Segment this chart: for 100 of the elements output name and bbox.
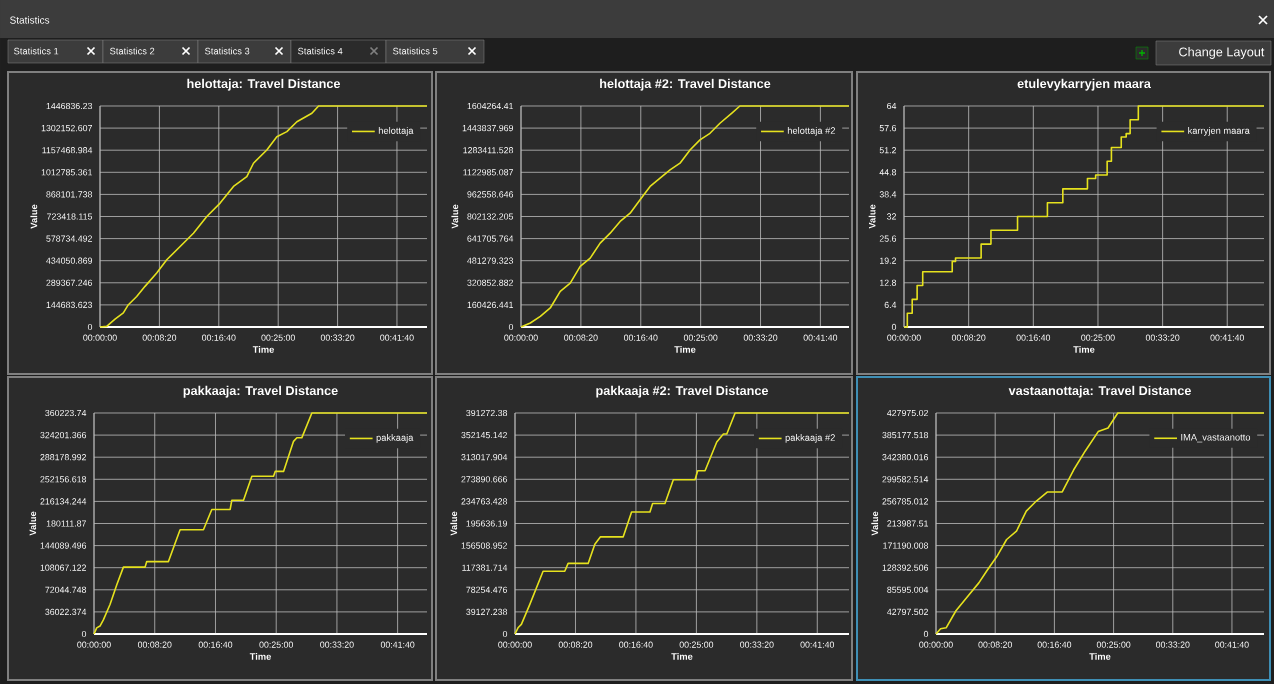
y-tick-label: 19.2 [879, 257, 897, 264]
y-axis-title: Value [871, 511, 879, 536]
y-tick-label: 12.8 [879, 279, 897, 286]
x-tick-label: 00:00:00 [919, 641, 953, 648]
x-tick-label: 00:33:20 [320, 334, 355, 341]
text: Statistics 1 [14, 47, 59, 55]
y-axis-title: Value [29, 511, 37, 536]
x-tick-label: 00:00:00 [887, 334, 921, 341]
x-tick-label: 00:25:00 [1096, 641, 1131, 648]
x-tick-label: 00:16:40 [198, 641, 233, 648]
y-tick-label: 313017.904 [461, 454, 508, 461]
x-tick-label: 00:41:40 [800, 641, 835, 648]
y-tick-label: 39127.238 [466, 608, 508, 616]
x-tick-label: 00:25:00 [679, 641, 714, 648]
y-tick-label: 0 [87, 323, 93, 331]
x-axis-title: Time [249, 652, 271, 660]
y-tick-label: 360223.74 [45, 409, 87, 417]
y-tick-label: 962558.646 [467, 191, 514, 198]
x-axis-title: Time [1073, 345, 1095, 353]
chart-title: pakkaaja: Travel Distance [183, 385, 338, 398]
y-tick-label: 38.4 [879, 191, 897, 198]
y-tick-label: 156508.952 [461, 542, 507, 549]
legend-label: helottaja #2 [787, 127, 836, 136]
x-tick-label: 00:16:40 [202, 334, 236, 341]
y-tick-label: 342380.016 [882, 454, 929, 461]
y-tick-label: 1302152.607 [41, 124, 92, 132]
x-tick-label: 00:41:40 [380, 641, 415, 648]
x-tick-label: 00:33:20 [320, 641, 354, 648]
x-tick-label: 00:41:40 [1210, 334, 1245, 341]
y-tick-label: 868101.738 [46, 191, 93, 198]
chart-title: pakkaaja #2: Travel Distance [596, 385, 769, 398]
legend-label: karryjen maara [1188, 127, 1250, 136]
text: Change Layout [1179, 47, 1265, 59]
x-tick-label: 00:33:20 [740, 641, 774, 648]
y-tick-label: 320852.882 [467, 279, 513, 286]
y-tick-label: 578734.492 [46, 235, 92, 242]
x-tick-label: 00:41:40 [380, 334, 414, 341]
x-axis-title: Time [1089, 652, 1111, 660]
y-tick-label: 72044.748 [45, 586, 87, 593]
line-series [514, 412, 850, 635]
chart-title: vastaanottaja: Travel Distance [1008, 385, 1191, 398]
y-tick-label: 144683.623 [46, 301, 93, 309]
y-tick-label: 1604264.41 [467, 102, 514, 110]
y-tick-label: 64 [887, 102, 897, 110]
y-tick-label: 51.2 [879, 147, 897, 154]
x-tick-label: 00:25:00 [259, 641, 293, 648]
y-tick-label: 641705.764 [467, 235, 514, 242]
x-tick-label: 00:00:00 [77, 641, 111, 648]
y-tick-label: 256785.012 [882, 498, 928, 505]
y-tick-label: 160426.441 [467, 301, 514, 309]
y-tick-label: 273890.666 [461, 476, 508, 483]
y-tick-label: 0 [891, 323, 897, 331]
x-axis-title: Time [671, 652, 693, 660]
x-tick-label: 00:33:20 [1145, 334, 1180, 341]
y-tick-label: 36022.374 [45, 608, 87, 616]
y-tick-label: 108067.122 [40, 564, 86, 571]
x-tick-label: 00:33:20 [743, 334, 778, 341]
chart-title: helottaja: Travel Distance [187, 78, 341, 91]
y-tick-label: 171190.008 [883, 542, 929, 549]
x-tick-label: 00:00:00 [504, 334, 538, 341]
y-tick-label: 1012785.361 [41, 169, 93, 176]
y-tick-label: 1157468.984 [42, 147, 93, 154]
y-tick-label: 32 [887, 213, 897, 220]
x-tick-label: 00:08:20 [978, 641, 1012, 648]
line-series [93, 412, 428, 635]
x-tick-label: 00:08:20 [564, 334, 598, 341]
x-tick-label: 00:25:00 [683, 334, 718, 341]
y-tick-label: 802132.205 [467, 213, 514, 220]
y-tick-label: 144089.496 [40, 542, 87, 549]
x-tick-label: 00:08:20 [558, 641, 593, 648]
x-tick-label: 00:08:20 [137, 641, 172, 648]
text: Statistics 5 [393, 47, 438, 55]
y-tick-label: 252156.618 [40, 476, 87, 483]
x-tick-label: 00:16:40 [623, 334, 658, 341]
x-tick-label: 00:16:40 [1016, 334, 1051, 341]
x-tick-label: 00:33:20 [1156, 641, 1190, 648]
x-tick-label: 00:08:20 [951, 334, 986, 341]
x-axis-title: Time [674, 345, 696, 353]
y-tick-label: 352145.142 [461, 431, 507, 439]
x-tick-label: 00:00:00 [83, 334, 117, 341]
x-tick-label: 00:41:40 [803, 334, 838, 341]
y-tick-label: 0 [508, 323, 514, 331]
x-tick-label: 00:08:20 [142, 334, 177, 341]
y-tick-label: 0 [502, 630, 508, 638]
y-tick-label: 234763.428 [461, 498, 508, 505]
x-tick-label: 00:25:00 [261, 334, 295, 341]
y-tick-label: 128392.506 [882, 564, 929, 571]
text: Statistics 3 [205, 47, 250, 55]
chart-title: etulevykarryjen maara [1017, 78, 1151, 91]
y-axis-title: Value [868, 204, 876, 229]
y-tick-label: 324201.366 [40, 431, 87, 439]
y-axis-title: Value [451, 204, 459, 229]
line-series [520, 105, 850, 328]
y-tick-label: 180111.87 [46, 520, 87, 527]
y-tick-label: 481279.323 [467, 257, 514, 264]
y-tick-label: 427975.02 [887, 409, 928, 417]
x-tick-label: 00:41:40 [1215, 641, 1249, 648]
y-tick-label: 0 [923, 630, 929, 638]
x-tick-label: 00:16:40 [619, 641, 653, 648]
y-tick-label: 117381.714 [462, 564, 508, 571]
